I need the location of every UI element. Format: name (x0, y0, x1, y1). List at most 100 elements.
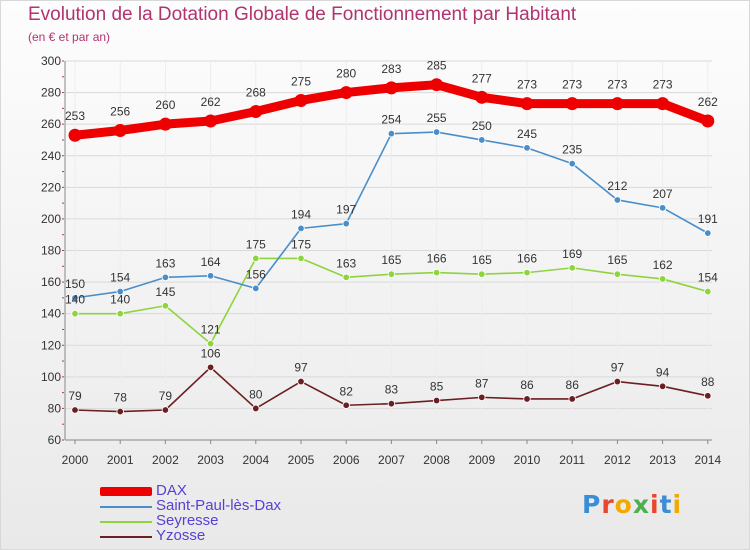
data-point-saint-paul-l-s-dax (252, 284, 260, 293)
data-point-seyresse (116, 309, 124, 318)
data-label-seyresse: 154 (698, 271, 718, 285)
data-point-yzosse (161, 406, 170, 414)
data-label-yzosse: 87 (475, 376, 489, 390)
data-point-yzosse (478, 393, 486, 402)
data-point-seyresse (523, 268, 531, 277)
data-label-seyresse: 169 (562, 247, 582, 261)
x-tick-label: 2014 (694, 453, 721, 467)
logo-letter: r (601, 490, 615, 519)
x-tick-label: 2008 (423, 453, 450, 467)
y-tick-label: 220 (41, 180, 61, 194)
data-label-yzosse: 83 (385, 383, 399, 397)
legend-label-saint-paul-les-dax: Saint-Paul-lès-Dax (156, 497, 282, 514)
data-point-dax (610, 97, 624, 111)
data-label-seyresse: 145 (155, 285, 175, 299)
data-point-dax (249, 105, 263, 119)
data-point-saint-paul-l-s-dax (432, 128, 441, 136)
data-point-saint-paul-l-s-dax (206, 272, 215, 280)
data-point-yzosse (704, 392, 712, 400)
data-point-saint-paul-l-s-dax (71, 294, 79, 302)
y-tick-label: 180 (41, 244, 61, 258)
data-label-dax: 262 (201, 95, 221, 109)
data-point-seyresse (658, 275, 667, 283)
data-point-dax (339, 86, 353, 100)
data-point-yzosse (432, 396, 441, 405)
x-tick-label: 2012 (604, 453, 631, 467)
legend-label-dax: DAX (156, 482, 187, 499)
legend-swatch-yzosse (100, 536, 152, 538)
data-label-seyresse: 165 (381, 253, 401, 267)
data-point-dax (520, 97, 534, 111)
legend-swatch-dax (100, 487, 152, 496)
data-label-yzosse: 79 (159, 389, 173, 403)
data-point-dax (158, 117, 172, 131)
data-point-saint-paul-l-s-dax (613, 196, 622, 204)
data-label-saint-paul-l-s-dax: 150 (65, 277, 85, 291)
data-label-yzosse: 97 (294, 361, 308, 375)
data-point-dax (565, 97, 579, 111)
data-point-dax (113, 123, 127, 137)
y-tick-label: 80 (48, 401, 62, 415)
data-label-saint-paul-l-s-dax: 191 (698, 212, 718, 226)
data-label-dax: 273 (653, 78, 673, 92)
data-label-saint-paul-l-s-dax: 235 (562, 143, 582, 157)
legend-label-seyresse: Seyresse (156, 512, 219, 529)
data-point-yzosse (206, 363, 215, 372)
y-tick-label: 200 (41, 212, 61, 226)
data-label-dax: 262 (698, 95, 718, 109)
data-label-seyresse: 175 (291, 237, 311, 251)
data-label-saint-paul-l-s-dax: 163 (155, 256, 175, 270)
data-point-seyresse (297, 254, 305, 263)
data-point-yzosse (568, 395, 576, 403)
data-label-dax: 273 (562, 78, 582, 92)
data-label-dax: 277 (472, 71, 492, 85)
data-label-seyresse: 165 (472, 253, 492, 267)
data-point-seyresse (568, 264, 576, 272)
logo-letter: t (659, 490, 673, 519)
data-label-seyresse: 121 (201, 323, 221, 337)
data-point-yzosse (71, 406, 79, 414)
chart-subtitle: (en € et par an) (28, 30, 111, 44)
data-point-yzosse (297, 377, 305, 386)
data-label-seyresse: 140 (65, 293, 85, 307)
legend-label-yzosse: Yzosse (156, 527, 206, 544)
data-label-dax: 280 (336, 67, 356, 81)
data-label-yzosse: 94 (656, 365, 670, 379)
y-tick-label: 260 (41, 117, 61, 131)
data-point-seyresse (161, 302, 170, 310)
data-point-dax (68, 128, 82, 142)
legend-swatch-seyresse (100, 521, 152, 523)
data-label-yzosse: 79 (68, 389, 82, 403)
x-tick-label: 2004 (242, 453, 269, 467)
data-label-seyresse: 166 (517, 252, 537, 266)
data-label-dax: 260 (155, 98, 175, 112)
data-point-yzosse (252, 404, 260, 413)
data-label-seyresse: 162 (653, 258, 673, 272)
data-label-dax: 273 (517, 78, 537, 92)
data-label-seyresse: 140 (110, 293, 130, 307)
data-label-saint-paul-l-s-dax: 245 (517, 127, 537, 141)
data-label-saint-paul-l-s-dax: 164 (201, 255, 221, 269)
data-point-saint-paul-l-s-dax (297, 224, 305, 233)
y-tick-label: 280 (41, 86, 61, 100)
data-label-saint-paul-l-s-dax: 255 (427, 111, 447, 125)
data-label-yzosse: 82 (340, 384, 354, 398)
y-tick-label: 100 (41, 370, 61, 384)
data-point-yzosse (342, 401, 350, 409)
data-point-dax (475, 90, 489, 104)
x-tick-label: 2006 (333, 453, 360, 467)
data-point-seyresse (432, 268, 441, 277)
y-tick-label: 60 (48, 433, 62, 447)
data-label-seyresse: 165 (607, 253, 627, 267)
x-tick-label: 2000 (62, 453, 89, 467)
data-point-yzosse (116, 407, 124, 416)
data-label-seyresse: 166 (427, 252, 447, 266)
data-point-seyresse (613, 270, 622, 278)
data-label-seyresse: 163 (336, 256, 356, 270)
data-label-dax: 283 (381, 62, 401, 76)
data-label-saint-paul-l-s-dax: 194 (291, 207, 311, 221)
data-label-yzosse: 85 (430, 380, 444, 394)
data-label-dax: 268 (246, 86, 266, 100)
data-point-saint-paul-l-s-dax (116, 287, 124, 296)
